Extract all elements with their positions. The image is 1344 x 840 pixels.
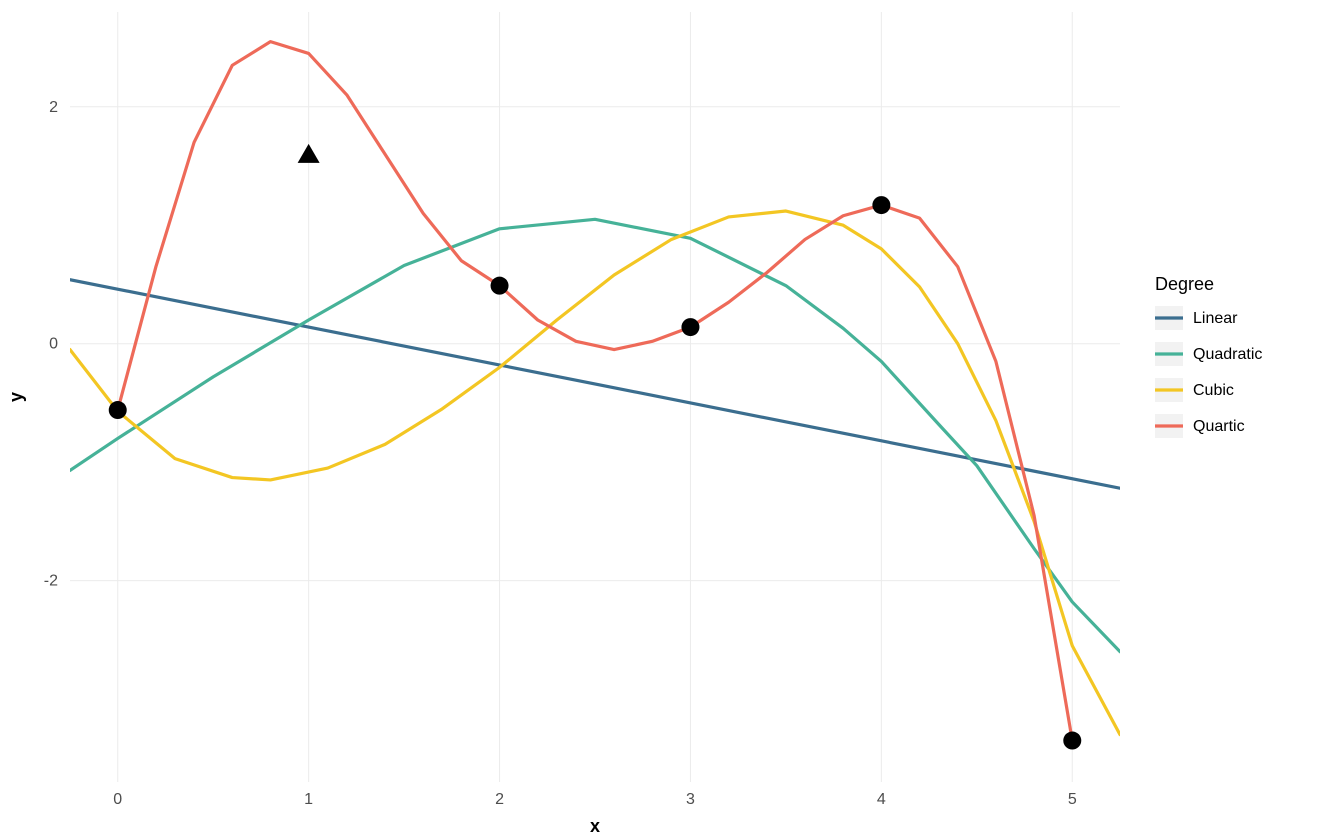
xtick-label: 0 — [113, 791, 122, 808]
xtick-label: 5 — [1068, 791, 1077, 808]
xtick-label: 4 — [877, 791, 886, 808]
y-axis-label: y — [6, 392, 26, 402]
data-point-circle — [491, 277, 509, 295]
data-point-circle — [681, 318, 699, 336]
x-axis-label: x — [590, 816, 600, 836]
legend-label: Quadratic — [1193, 346, 1262, 363]
ytick-label: 0 — [49, 336, 58, 353]
chart-container: 0 1 2 3 4 5 -2 0 2 x y Degree Linear Quadratic Cubic Qu… — [0, 0, 1344, 840]
data-point-circle — [1063, 732, 1081, 750]
ytick-label: -2 — [44, 573, 58, 590]
xtick-label: 1 — [304, 791, 313, 808]
legend-label: Linear — [1193, 310, 1238, 327]
xtick-label: 3 — [686, 791, 695, 808]
data-point-circle — [109, 401, 127, 419]
data-point-circle — [872, 196, 890, 214]
plot-panel — [70, 12, 1120, 782]
ytick-label: 2 — [49, 99, 58, 116]
xtick-label: 2 — [495, 791, 504, 808]
legend-title: Degree — [1155, 274, 1214, 294]
legend-label: Quartic — [1193, 418, 1245, 435]
legend-label: Cubic — [1193, 382, 1234, 399]
polynomial-chart: 0 1 2 3 4 5 -2 0 2 x y Degree Linear Quadratic Cubic Qu… — [0, 0, 1344, 840]
